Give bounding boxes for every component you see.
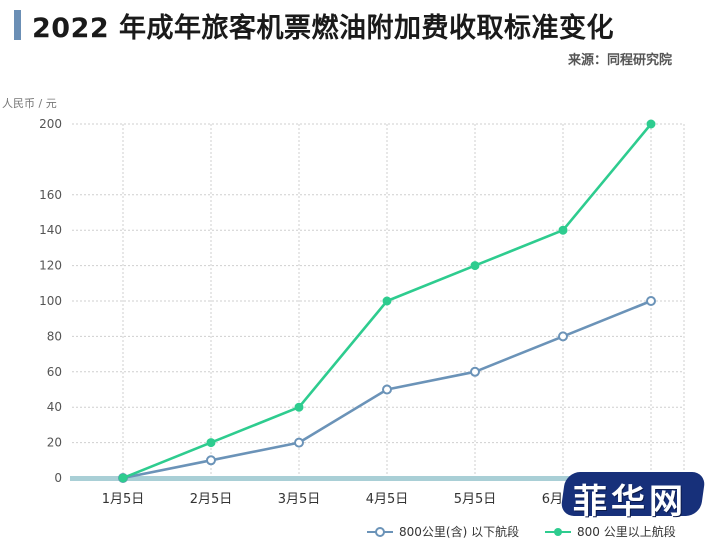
y-tick-label: 20 [47,436,62,450]
source-label: 来源：同程研究院 [567,53,672,68]
y-tick-label: 200 [39,117,62,131]
data-point-series-2 [382,296,392,306]
y-tick-label: 40 [47,400,62,414]
x-axis-baseline [70,476,684,481]
title-accent-bar [14,10,21,40]
legend-label-series-1: 800公里(含) 以下航段 [399,525,520,539]
grid-lines [72,123,685,478]
legend-swatch-series-2 [545,527,571,537]
y-tick-label: 140 [39,223,62,237]
legend-item-series-2: 800 公里以上航段 [545,523,676,540]
x-tick-label: 5月5日 [454,492,497,507]
legend-item-series-1: 800公里(含) 以下航段 [367,523,519,540]
data-point-series-2 [206,438,216,448]
x-tick-label: 4月5日 [366,492,409,507]
chart-title: 2022 年成年旅客机票燃油附加费收取标准变化 [32,13,615,44]
data-point-series-1 [382,384,392,395]
data-point-series-2 [118,473,128,483]
x-tick-label: 2月5日 [190,492,233,507]
y-tick-label: 100 [39,294,62,308]
y-tick-label: 120 [39,259,62,273]
data-point-series-2 [558,225,568,235]
data-point-series-1 [558,331,568,342]
data-point-series-2 [294,402,304,412]
y-tick-label: 60 [47,365,62,379]
y-tick-label: 80 [47,329,62,343]
x-tick-label: 1月5日 [102,492,145,507]
y-tick-labels: 0 20 40 60 80 100 120 140 160 200 [39,117,62,485]
data-point-series-1 [206,455,216,466]
legend-swatch-series-1 [367,526,393,537]
watermark-logo: 菲华网 [553,464,713,526]
watermark-text: 菲华网 [573,482,687,522]
data-point-series-1 [294,437,304,448]
data-point-series-1 [470,366,480,377]
data-point-series-2 [646,119,656,129]
y-tick-label: 160 [39,188,62,202]
y-axis-label: 人民币 / 元 [2,97,57,110]
series-lines [118,119,656,483]
data-point-series-1 [646,296,656,306]
legend-label-series-2: 800 公里以上航段 [577,525,676,539]
x-tick-label: 3月5日 [278,492,321,507]
y-tick-label: 0 [54,471,62,485]
data-point-series-2 [470,261,480,271]
